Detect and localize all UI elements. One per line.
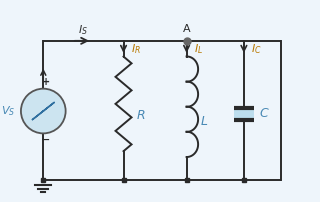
Text: A: A [183,24,190,34]
Text: −: − [41,135,50,145]
Text: L: L [201,115,208,127]
Text: R: R [136,109,145,122]
Circle shape [21,89,66,133]
Text: $V_S$: $V_S$ [1,104,15,118]
Bar [234,108,254,120]
Text: $I_L$: $I_L$ [194,42,203,56]
Text: $I_C$: $I_C$ [251,42,261,56]
Text: C: C [259,107,268,120]
Text: $I_R$: $I_R$ [131,42,140,56]
Text: $I_S$: $I_S$ [78,23,88,37]
Text: +: + [42,77,50,87]
